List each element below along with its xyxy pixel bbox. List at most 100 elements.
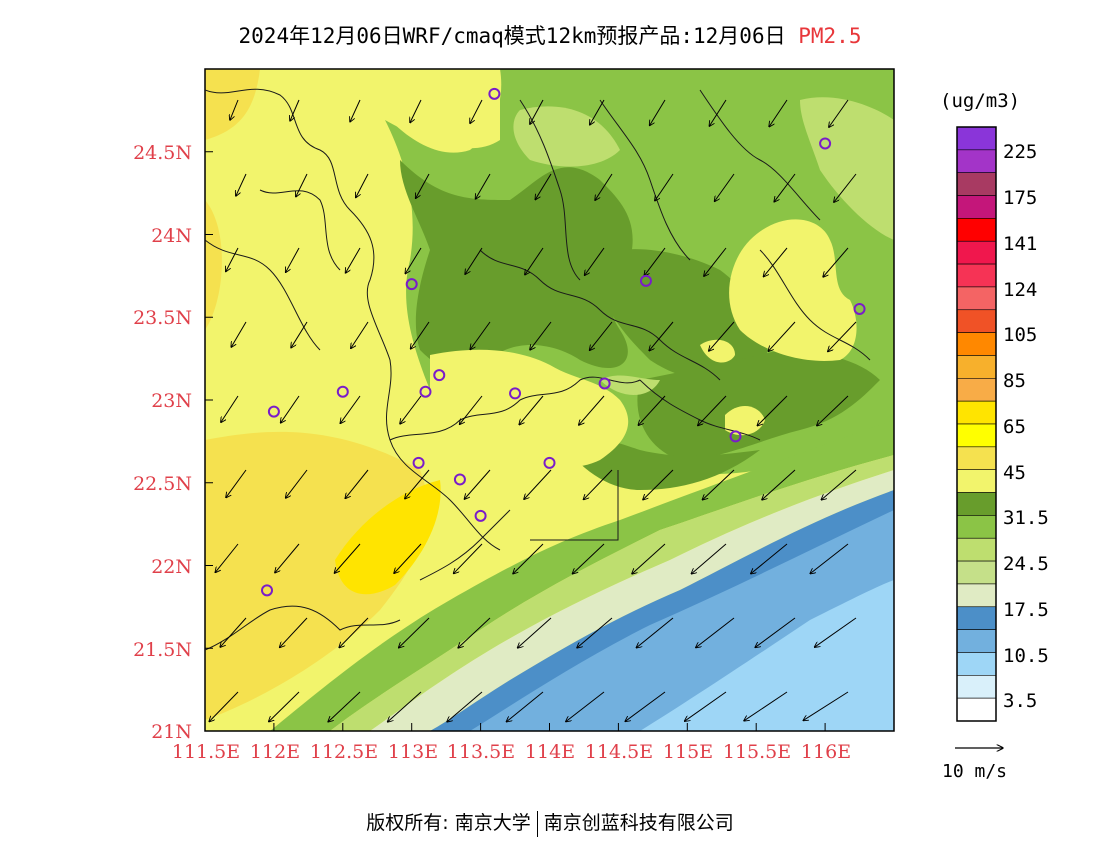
- wind-reference-label: 10 m/s: [942, 761, 1008, 782]
- wind-arrow: [400, 395, 422, 424]
- wind-arrow: [829, 99, 849, 127]
- colorbar-label: 124: [1003, 279, 1038, 301]
- wind-arrow: [810, 543, 849, 574]
- colorbar-label: 65: [1003, 416, 1026, 438]
- colorbar-swatch: [956, 195, 997, 219]
- colorbar-swatch: [956, 446, 997, 470]
- x-tick-label: 116E: [800, 741, 852, 763]
- wind-arrow: [566, 691, 605, 722]
- x-tick-label: 115E: [662, 741, 714, 763]
- colorbar-swatch: [956, 423, 997, 448]
- colorbar-frame: [956, 126, 997, 722]
- y-tick-label: 23.5N: [133, 307, 192, 329]
- wind-arrow: [221, 395, 239, 422]
- wind-arrow: [506, 691, 544, 722]
- wind-arrow: [714, 173, 735, 201]
- wind-arrow: [290, 99, 300, 121]
- wind-arrow: [286, 247, 300, 272]
- station-marker: [336, 385, 349, 398]
- company-text: 南京创蓝科技有限公司: [543, 812, 734, 834]
- colorbar-unit: (ug/m3): [940, 90, 1021, 112]
- colorbar-swatch: [956, 469, 997, 493]
- wind-arrow: [751, 543, 788, 574]
- colorbar-label: 175: [1003, 187, 1038, 209]
- station-marker: [729, 430, 742, 443]
- wind-arrow: [394, 543, 422, 573]
- y-tick-label: 22.5N: [133, 473, 192, 495]
- wind-arrow: [755, 617, 796, 647]
- wind-arrow: [410, 99, 422, 123]
- wind-arrow: [226, 469, 247, 498]
- wind-arrow: [464, 469, 491, 499]
- wind-arrow: [583, 469, 613, 500]
- y-tick-label: 21.5N: [133, 639, 192, 661]
- wind-arrow: [632, 543, 666, 574]
- wind-arrow: [643, 469, 674, 500]
- wind-arrow: [650, 99, 666, 126]
- colorbar-swatch: [956, 378, 997, 402]
- title-main: 2024年12月06日WRF/cmaq模式12km预报产品:12月06日: [238, 24, 786, 48]
- station-marker: [267, 405, 280, 418]
- station-marker: [405, 278, 418, 291]
- wind-arrow: [475, 173, 491, 199]
- wind-arrow: [769, 99, 788, 127]
- wind-arrow: [585, 247, 605, 275]
- station-marker: [453, 473, 466, 486]
- y-tick-label: 24N: [151, 225, 192, 247]
- wind-arrow: [236, 173, 247, 196]
- wind-arrow: [416, 173, 430, 198]
- footer: 版权所有: 南京大学 南京创蓝科技有限公司: [0, 808, 1100, 837]
- wind-arrow: [518, 617, 552, 648]
- wind-arrow: [834, 173, 857, 202]
- wind-arrow: [458, 617, 491, 648]
- wind-arrow: [590, 99, 605, 125]
- wind-arrow: [636, 617, 674, 648]
- wind-arrow: [465, 247, 483, 274]
- footer-separator: [536, 810, 538, 837]
- wind-arrow: [351, 321, 369, 348]
- wind-arrow: [275, 543, 300, 573]
- wind-arrow: [215, 543, 239, 572]
- wind-arrow: [339, 617, 369, 648]
- wind-arrow: [823, 247, 849, 277]
- wind-arrow: [286, 469, 308, 498]
- wind-vectors: [209, 99, 857, 722]
- x-tick-label: 112.5E: [309, 741, 379, 763]
- wind-arrow: [226, 247, 239, 272]
- wind-arrow: [356, 173, 369, 198]
- wind-arrow: [470, 321, 491, 349]
- colorbar-swatch: [956, 515, 997, 539]
- colorbar-swatch: [956, 355, 997, 379]
- y-tick-label: 21N: [151, 721, 192, 743]
- colorbar-label: 24.5: [1003, 553, 1049, 575]
- wind-arrow: [460, 395, 483, 424]
- wind-arrow: [328, 691, 361, 722]
- wind-arrow: [803, 691, 849, 720]
- station-marker: [488, 87, 501, 100]
- wind-arrow: [815, 617, 857, 647]
- title-pollutant: PM2.5: [798, 24, 862, 48]
- concentration-field: [205, 69, 894, 731]
- colorbar-swatch: [956, 309, 997, 333]
- wind-arrow: [572, 543, 605, 574]
- y-tick-label: 23N: [151, 390, 192, 412]
- wind-arrow: [345, 469, 369, 498]
- wind-arrow: [763, 247, 788, 277]
- station-marker: [639, 274, 652, 287]
- wind-arrow: [535, 173, 552, 200]
- wind-arrow: [453, 543, 483, 574]
- station-marker: [598, 377, 611, 390]
- x-tick-label: 113.5E: [446, 741, 516, 763]
- colorbar-swatch: [956, 697, 997, 722]
- wind-arrow: [817, 395, 849, 426]
- wind-arrow: [579, 395, 605, 425]
- x-tick-label: 113E: [387, 741, 439, 763]
- colorbar-label: 85: [1003, 370, 1026, 392]
- wind-arrow: [530, 321, 552, 350]
- colorbar-swatch: [956, 606, 997, 630]
- wind-arrow: [709, 321, 735, 351]
- colorbar-label: 105: [1003, 324, 1038, 346]
- wind-arrow: [525, 247, 544, 275]
- colorbar-swatch: [956, 652, 997, 676]
